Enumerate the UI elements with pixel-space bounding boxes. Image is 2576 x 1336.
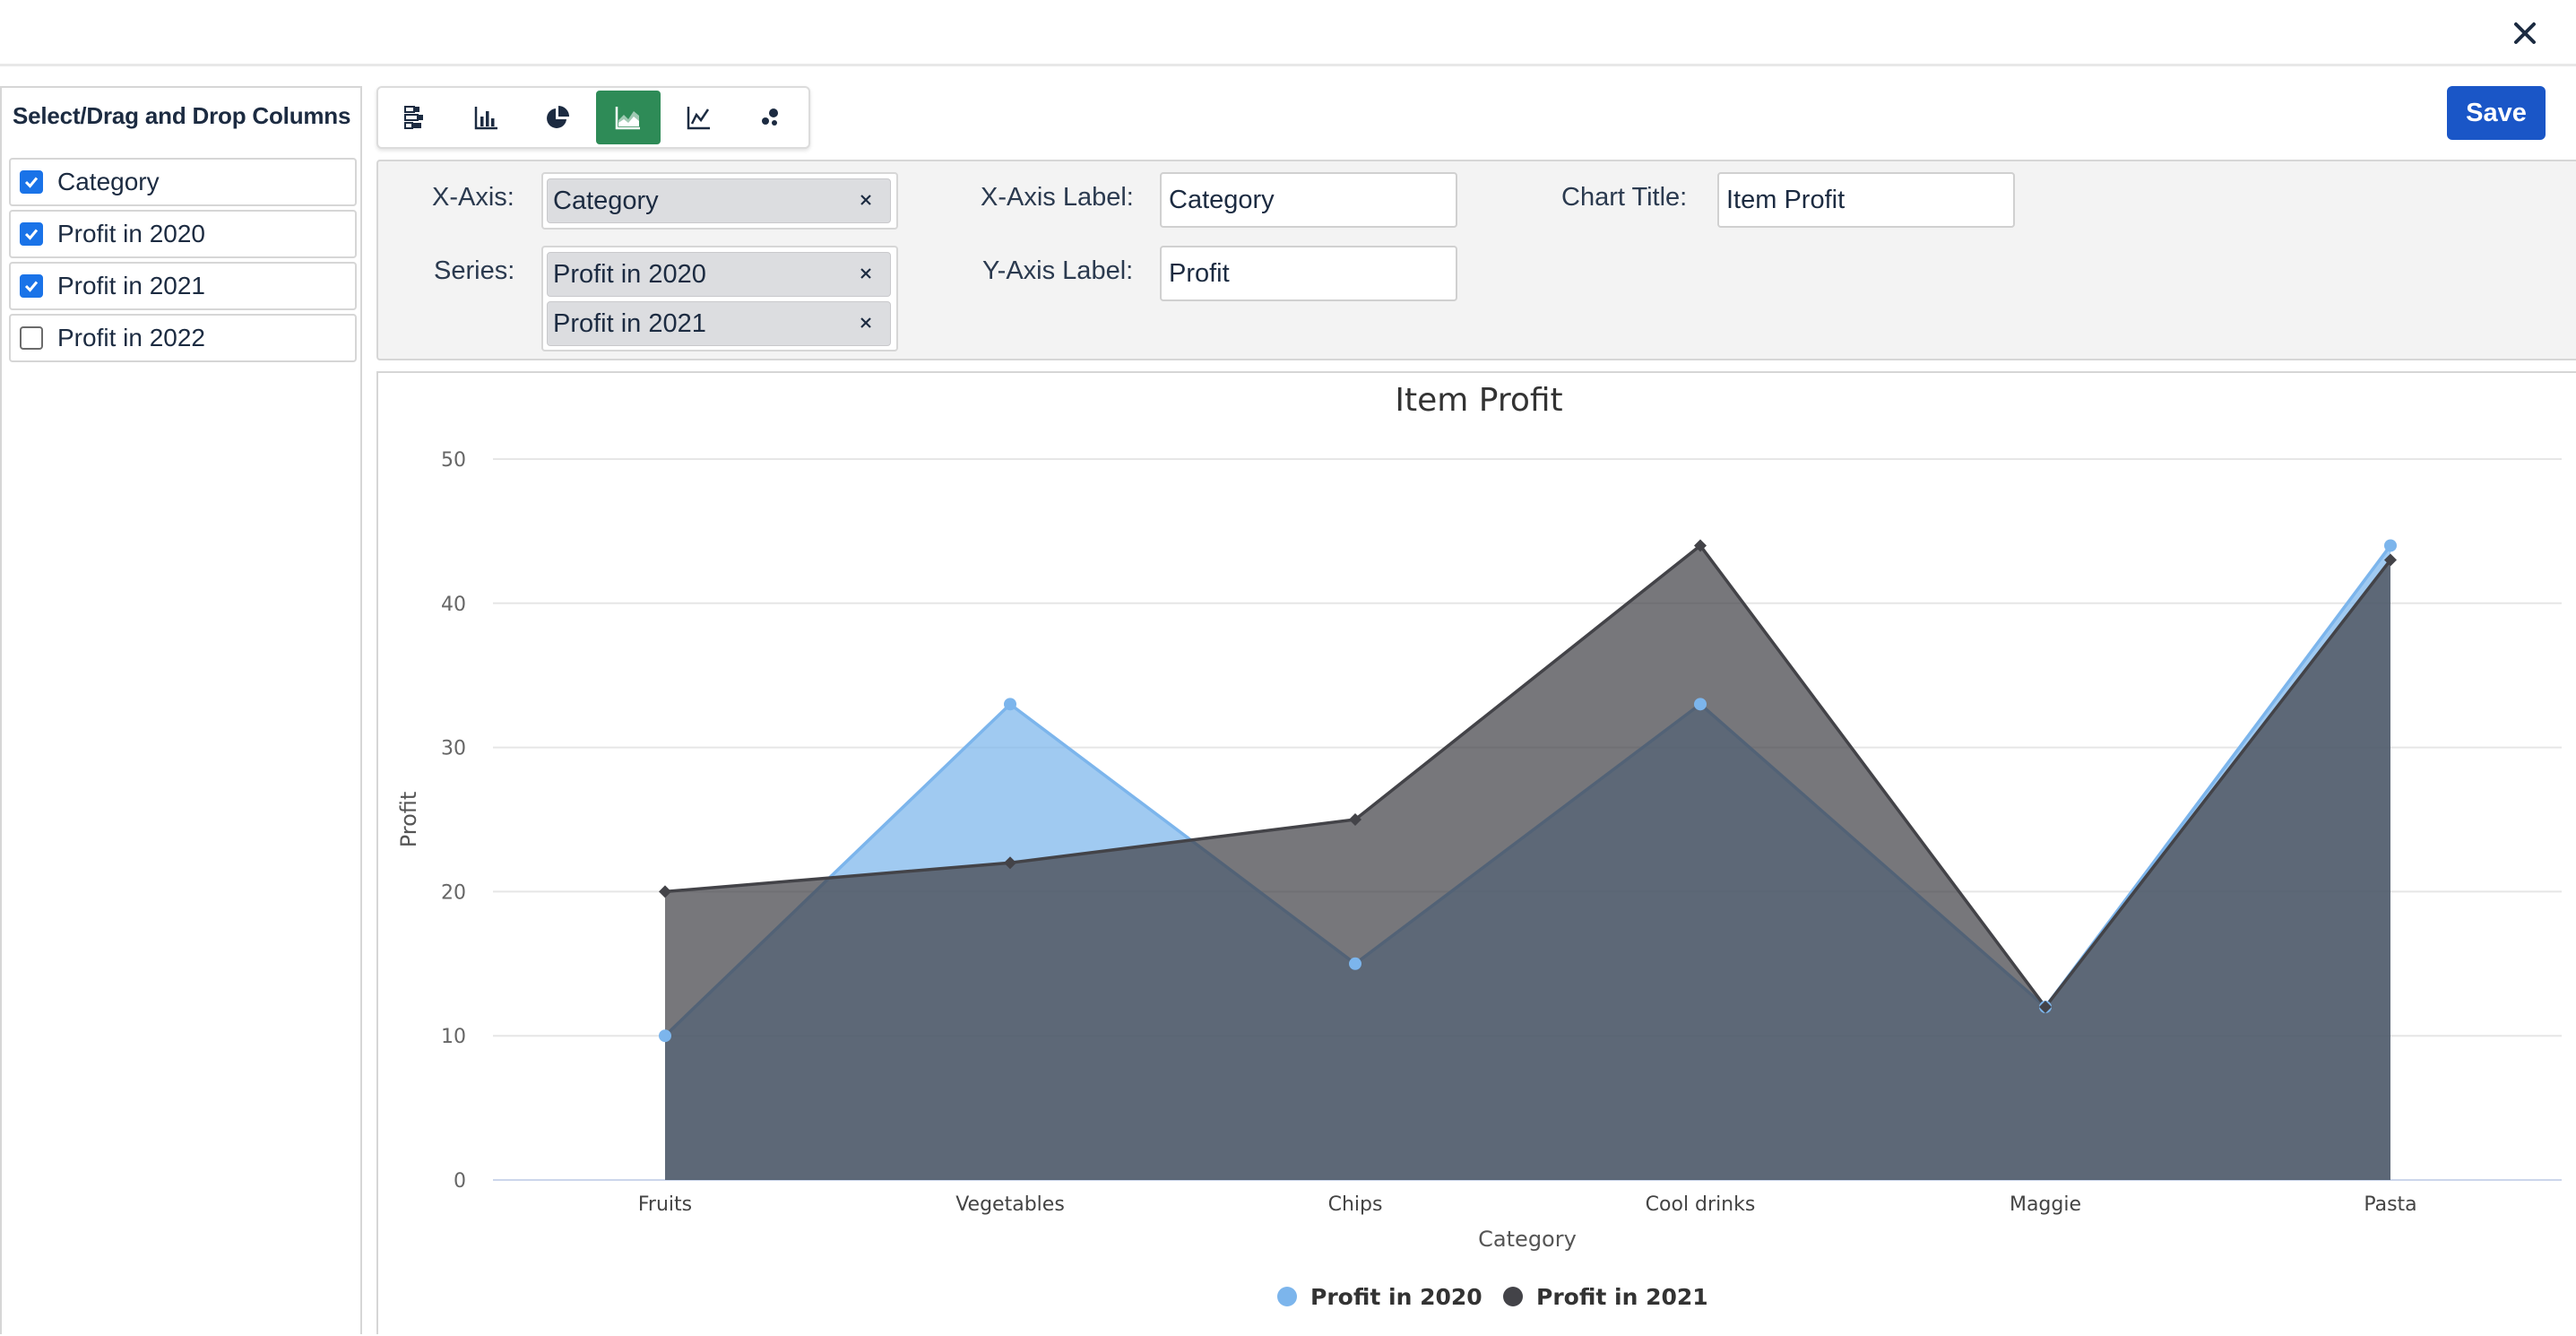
save-button[interactable]: Save xyxy=(2447,86,2546,140)
data-point xyxy=(1694,698,1707,711)
y-axis-title-input[interactable] xyxy=(1160,246,1457,301)
column-item-profit-2021[interactable]: Profit in 2021 xyxy=(9,262,357,310)
checkbox[interactable] xyxy=(20,326,43,350)
series-tag-label: Profit in 2020 xyxy=(553,259,706,289)
data-point xyxy=(1004,698,1016,711)
series-line xyxy=(664,542,2392,1010)
x-tick-label: Cool drinks xyxy=(1646,1193,1756,1216)
legend-marker xyxy=(1503,1287,1523,1306)
remove-tag-icon[interactable] xyxy=(852,309,879,336)
chart-type-toolbar xyxy=(376,86,810,149)
close-icon[interactable] xyxy=(2503,11,2547,56)
series-area xyxy=(665,545,2390,1180)
x-axis-tag: Category xyxy=(547,178,891,223)
data-point xyxy=(659,885,671,898)
series-dropzone[interactable]: Profit in 2020 Profit in 2021 xyxy=(541,246,898,351)
column-item-label: Profit in 2022 xyxy=(57,324,205,351)
x-tick-label: Vegetables xyxy=(955,1193,1065,1216)
y-axis-title: Profit xyxy=(396,792,421,848)
x-tick-label: Pasta xyxy=(2364,1193,2416,1216)
scatter-chart-icon xyxy=(762,108,778,126)
series-tag: Profit in 2021 xyxy=(547,301,891,346)
area-chart-button[interactable] xyxy=(596,91,661,144)
chart-title-label: Chart Title: xyxy=(1561,183,1688,212)
scatter-chart-button[interactable] xyxy=(738,91,802,144)
y-axis-title-label: Y-Axis Label: xyxy=(982,256,1134,285)
bar-chart-icon xyxy=(474,107,497,130)
chart-title-input[interactable] xyxy=(1717,172,2015,228)
data-point xyxy=(2384,539,2397,552)
data-point xyxy=(659,1029,671,1043)
stacked-bar-chart-button[interactable] xyxy=(384,91,448,144)
column-item-profit-2022[interactable]: Profit in 2022 xyxy=(9,314,357,362)
area-chart-icon xyxy=(615,107,640,130)
data-point xyxy=(1004,856,1016,870)
y-tick-label: 40 xyxy=(441,594,466,616)
column-item-category[interactable]: Category xyxy=(9,158,357,206)
data-point xyxy=(1349,957,1361,970)
y-tick-label: 10 xyxy=(441,1026,466,1048)
checkbox[interactable] xyxy=(20,222,43,246)
chart-title: Item Profit xyxy=(1395,382,1562,419)
y-tick-label: 20 xyxy=(441,881,466,904)
legend-label: Profit in 2021 xyxy=(1536,1284,1708,1310)
legend-label: Profit in 2020 xyxy=(1310,1284,1482,1310)
pie-chart-button[interactable] xyxy=(525,91,590,144)
legend-marker xyxy=(1277,1287,1297,1306)
chart-panel: Item Profit 0 10 20 30 40 50 Fruits Vegetables Ch… xyxy=(376,371,2576,1334)
x-axis-label: X-Axis: xyxy=(432,183,514,212)
data-point xyxy=(2039,1001,2052,1014)
x-tick-label: Chips xyxy=(1328,1193,1383,1216)
series-tag-label: Profit in 2021 xyxy=(553,308,706,338)
column-item-label: Profit in 2020 xyxy=(57,220,205,247)
columns-panel-title: Select/Drag and Drop Columns xyxy=(13,102,351,129)
y-tick-label: 0 xyxy=(454,1170,466,1193)
checkbox[interactable] xyxy=(20,274,43,298)
column-item-profit-2020[interactable]: Profit in 2020 xyxy=(9,210,357,258)
bar-chart-button[interactable] xyxy=(454,91,519,144)
area-chart: Item Profit 0 10 20 30 40 50 Fruits Vegetables Ch… xyxy=(396,382,2562,1310)
pie-chart-icon xyxy=(547,106,569,128)
x-axis-tag-label: Category xyxy=(553,186,659,215)
remove-tag-icon[interactable] xyxy=(852,187,879,213)
x-tick-label: Maggie xyxy=(2010,1193,2081,1216)
series-tag: Profit in 2020 xyxy=(547,252,891,297)
y-tick-label: 50 xyxy=(441,449,466,472)
y-tick-label: 30 xyxy=(441,738,466,760)
column-item-label: Category xyxy=(57,168,160,195)
x-axis-dropzone[interactable]: Category xyxy=(541,172,898,230)
columns-panel: Select/Drag and Drop Columns Category Pr… xyxy=(0,86,362,1334)
line-chart-button[interactable] xyxy=(667,91,731,144)
stacked-bar-icon xyxy=(404,106,423,129)
checkbox[interactable] xyxy=(20,170,43,194)
x-tick-label: Fruits xyxy=(638,1193,692,1216)
x-axis-title-input[interactable] xyxy=(1160,172,1457,228)
series-label: Series: xyxy=(434,256,515,285)
x-axis-title: Category xyxy=(1478,1227,1577,1252)
data-point xyxy=(2384,553,2397,567)
top-bar xyxy=(0,0,2576,66)
x-axis-title-label: X-Axis Label: xyxy=(981,183,1134,212)
data-point xyxy=(1349,813,1361,826)
chart-config-panel: X-Axis: Category Series: Profit in 2020 … xyxy=(376,160,2576,360)
data-point xyxy=(1694,539,1707,552)
remove-tag-icon[interactable] xyxy=(852,260,879,287)
column-item-label: Profit in 2021 xyxy=(57,272,205,299)
line-chart-icon xyxy=(687,107,710,130)
